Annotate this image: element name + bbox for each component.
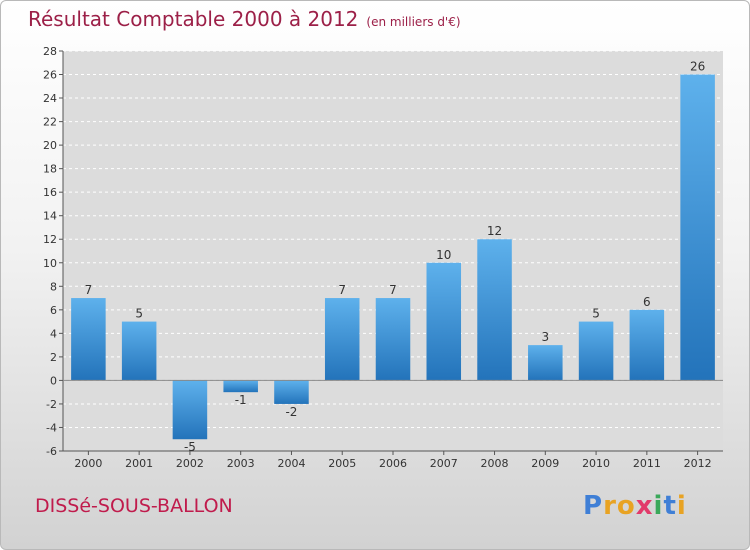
y-tick-label: 16 — [43, 186, 57, 199]
bar — [680, 74, 715, 381]
y-tick-label: 20 — [43, 139, 57, 152]
data-label: 5 — [135, 307, 143, 321]
y-tick-label: 26 — [43, 69, 57, 82]
y-tick-label: 4 — [50, 327, 57, 340]
plot-area — [63, 51, 723, 451]
x-tick-label: 2001 — [125, 457, 153, 470]
bar — [71, 298, 106, 381]
x-tick-label: 2005 — [328, 457, 356, 470]
x-tick-label: 2009 — [531, 457, 559, 470]
title-text: Résultat Comptable 2000 à 2012 — [28, 7, 359, 31]
y-tick-label: 12 — [43, 233, 57, 246]
y-tick-label: 18 — [43, 163, 57, 176]
y-tick-label: 8 — [50, 280, 57, 293]
data-label: 12 — [487, 224, 502, 238]
logo-letter: i — [653, 491, 664, 521]
bar — [578, 321, 614, 381]
data-label: -1 — [235, 393, 247, 407]
x-tick-label: 2012 — [684, 457, 712, 470]
chart-title: Résultat Comptable 2000 à 2012 (en millie… — [28, 7, 461, 31]
bar — [172, 380, 208, 440]
y-tick-label: 2 — [50, 351, 57, 364]
bar — [528, 345, 563, 381]
commune-name: DISSé-SOUS-BALLON — [35, 495, 233, 517]
x-tick-label: 2010 — [582, 457, 610, 470]
data-label: 5 — [592, 307, 600, 321]
logo-letter: t — [663, 491, 677, 521]
logo-letter: i — [676, 491, 687, 521]
logo-letter: P — [583, 491, 604, 521]
data-label: -5 — [184, 440, 196, 454]
y-tick-label: 24 — [43, 92, 57, 105]
y-tick-label: 6 — [50, 304, 57, 317]
y-tick-label: -6 — [46, 445, 57, 458]
y-tick-label: -4 — [46, 421, 57, 434]
bar — [274, 380, 309, 404]
y-tick-label: 22 — [43, 116, 57, 129]
bar — [477, 239, 512, 381]
logo-letter: o — [616, 491, 636, 521]
bar — [375, 298, 411, 381]
data-label: -2 — [285, 405, 297, 419]
y-tick-label: 10 — [43, 257, 57, 270]
data-label: 6 — [643, 295, 651, 309]
logo-letter: x — [635, 491, 654, 521]
data-label: 7 — [85, 283, 93, 297]
data-label: 3 — [541, 330, 549, 344]
x-tick-label: 2003 — [227, 457, 255, 470]
proxiti-logo: Proxiti — [583, 491, 687, 521]
data-label: 7 — [389, 283, 397, 297]
x-tick-label: 2008 — [481, 457, 509, 470]
bar — [223, 380, 258, 393]
bar — [629, 309, 665, 381]
bar — [426, 262, 462, 381]
x-tick-label: 2002 — [176, 457, 204, 470]
x-tick-label: 2006 — [379, 457, 407, 470]
logo-letter: r — [603, 491, 617, 521]
bar — [324, 298, 360, 381]
y-tick-label: 28 — [43, 45, 57, 58]
x-tick-label: 2011 — [633, 457, 661, 470]
title-unit: (en milliers d'€) — [366, 15, 461, 29]
y-tick-label: 0 — [50, 374, 57, 387]
x-tick-label: 2007 — [430, 457, 458, 470]
data-label: 26 — [690, 60, 705, 74]
data-label: 7 — [338, 283, 346, 297]
y-tick-label: 14 — [43, 210, 57, 223]
y-tick-label: -2 — [46, 398, 57, 411]
data-label: 10 — [436, 248, 451, 262]
x-tick-label: 2004 — [277, 457, 305, 470]
bar — [121, 321, 157, 381]
x-tick-label: 2000 — [74, 457, 102, 470]
